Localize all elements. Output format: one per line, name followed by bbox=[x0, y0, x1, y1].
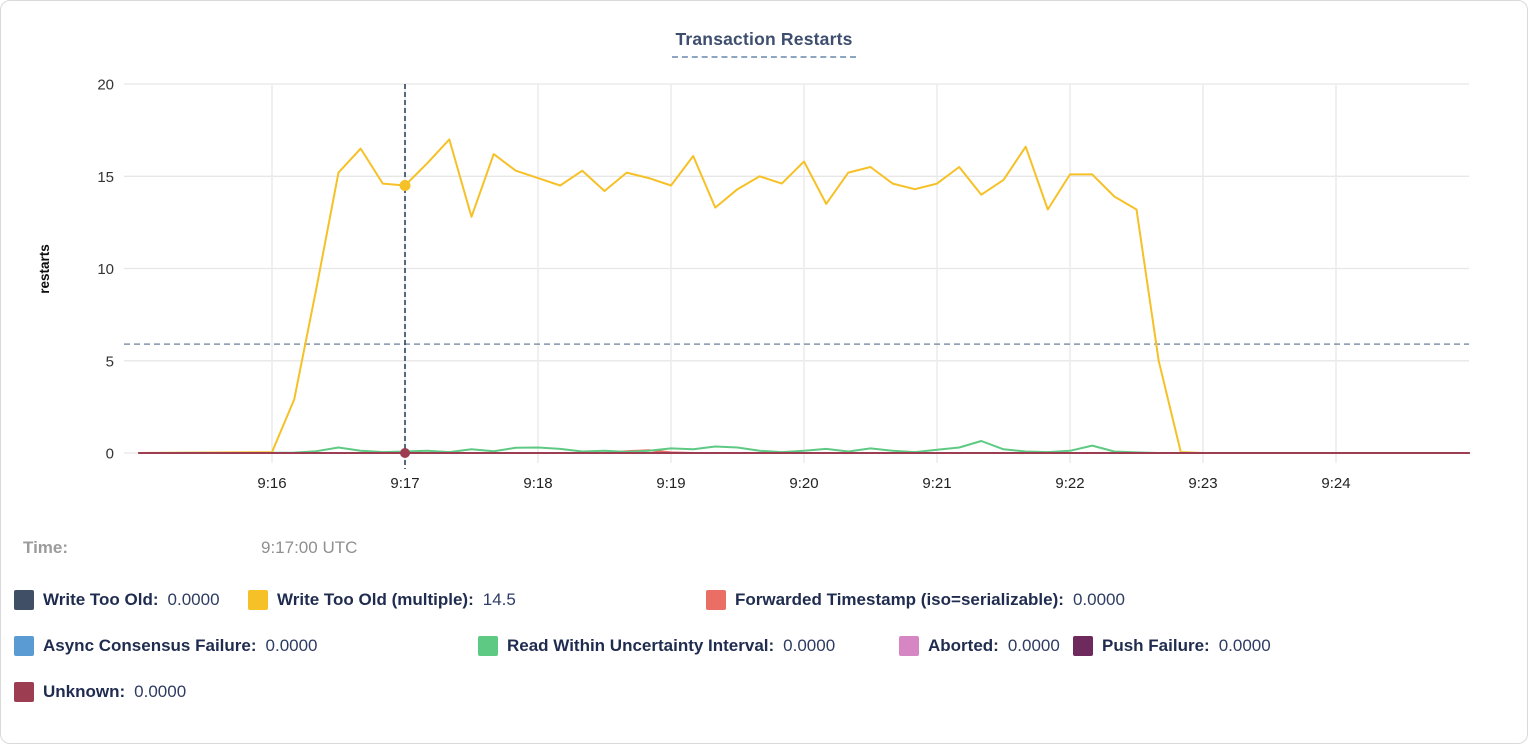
legend-value: 0.0000 bbox=[134, 682, 187, 701]
legend-value: 0.0000 bbox=[1218, 636, 1271, 655]
transaction-restarts-chart[interactable]: 0 5 10 15 20 9:16 9:17 9:18 9:19 9:20 9:21 9:22 9:23… bbox=[1, 1, 1528, 506]
legend-label: Push Failure: bbox=[1102, 636, 1210, 655]
crosshair-dot-unknown bbox=[400, 448, 410, 458]
legend-swatch bbox=[248, 590, 268, 610]
legend-row-2: Async Consensus Failure: 0.0000 Read Wit… bbox=[1, 636, 1527, 660]
x-tick-label: 9:19 bbox=[656, 475, 685, 492]
legend-swatch bbox=[14, 636, 34, 656]
x-tick-label: 9:24 bbox=[1321, 475, 1350, 492]
crosshair-dot-write-too-old-multiple bbox=[399, 180, 411, 191]
legend-item-write-too-old: Write Too Old: 0.0000 bbox=[14, 590, 220, 610]
x-tick-label: 9:20 bbox=[789, 475, 818, 492]
x-tick-label: 9:21 bbox=[922, 475, 951, 492]
legend-label: Unknown: bbox=[43, 682, 126, 701]
legend-item-aborted: Aborted: 0.0000 bbox=[899, 636, 1060, 656]
series-line-read-within-uncertainty-interval bbox=[138, 440, 1160, 454]
legend-label: Write Too Old (multiple): bbox=[277, 590, 474, 609]
y-tick-label: 5 bbox=[106, 353, 114, 370]
x-tick-label: 9:18 bbox=[523, 475, 552, 492]
legend-row-3: Unknown: 0.0000 bbox=[1, 682, 1527, 706]
legend-value: 0.0000 bbox=[167, 590, 220, 609]
legend-item-push-failure: Push Failure: 0.0000 bbox=[1073, 636, 1271, 656]
y-tick-label: 10 bbox=[97, 261, 114, 278]
legend-label: Read Within Uncertainty Interval: bbox=[507, 636, 775, 655]
legend-label: Aborted: bbox=[928, 636, 999, 655]
y-tick-label: 20 bbox=[97, 77, 114, 94]
legend-swatch bbox=[14, 590, 34, 610]
x-tick-label: 9:22 bbox=[1055, 475, 1084, 492]
legend-value: 14.5 bbox=[482, 590, 516, 609]
legend-item-forwarded-timestamp: Forwarded Timestamp (iso=serializable): … bbox=[706, 590, 1125, 610]
legend-swatch bbox=[1073, 636, 1093, 656]
time-value: 9:17:00 UTC bbox=[261, 538, 358, 557]
legend-value: 0.0000 bbox=[783, 636, 836, 655]
legend-item-async-consensus-failure: Async Consensus Failure: 0.0000 bbox=[14, 636, 318, 656]
legend-label: Forwarded Timestamp (iso=serializable): bbox=[735, 590, 1064, 609]
legend-item-write-too-old-multiple: Write Too Old (multiple): 14.5 bbox=[248, 590, 516, 610]
legend-swatch bbox=[478, 636, 498, 656]
y-tick-label: 15 bbox=[97, 169, 114, 186]
time-label: Time: bbox=[23, 538, 69, 557]
legend-label: Async Consensus Failure: bbox=[43, 636, 257, 655]
x-tick-label: 9:23 bbox=[1188, 475, 1217, 492]
legend-item-unknown: Unknown: 0.0000 bbox=[14, 682, 186, 702]
legend-label: Write Too Old: bbox=[43, 590, 159, 609]
legend-value: 0.0000 bbox=[1007, 636, 1060, 655]
legend-value: 0.0000 bbox=[1072, 590, 1125, 609]
x-tick-label: 9:17 bbox=[390, 475, 419, 492]
chart-title-wrap: Transaction Restarts bbox=[1, 29, 1527, 58]
x-tick-label: 9:16 bbox=[257, 475, 286, 492]
legend-row-1: Write Too Old: 0.0000 Write Too Old (mul… bbox=[1, 590, 1527, 614]
legend-value: 0.0000 bbox=[265, 636, 318, 655]
legend-swatch bbox=[14, 682, 34, 702]
chart-title[interactable]: Transaction Restarts bbox=[672, 29, 856, 58]
y-tick-label: 0 bbox=[106, 446, 114, 463]
legend-item-read-within-uncertainty-interval: Read Within Uncertainty Interval: 0.0000 bbox=[478, 636, 835, 656]
legend-swatch bbox=[706, 590, 726, 610]
tooltip-time-row: Time: 9:17:00 UTC bbox=[1, 538, 1527, 564]
y-axis-label: restarts bbox=[37, 244, 52, 294]
legend-swatch bbox=[899, 636, 919, 656]
